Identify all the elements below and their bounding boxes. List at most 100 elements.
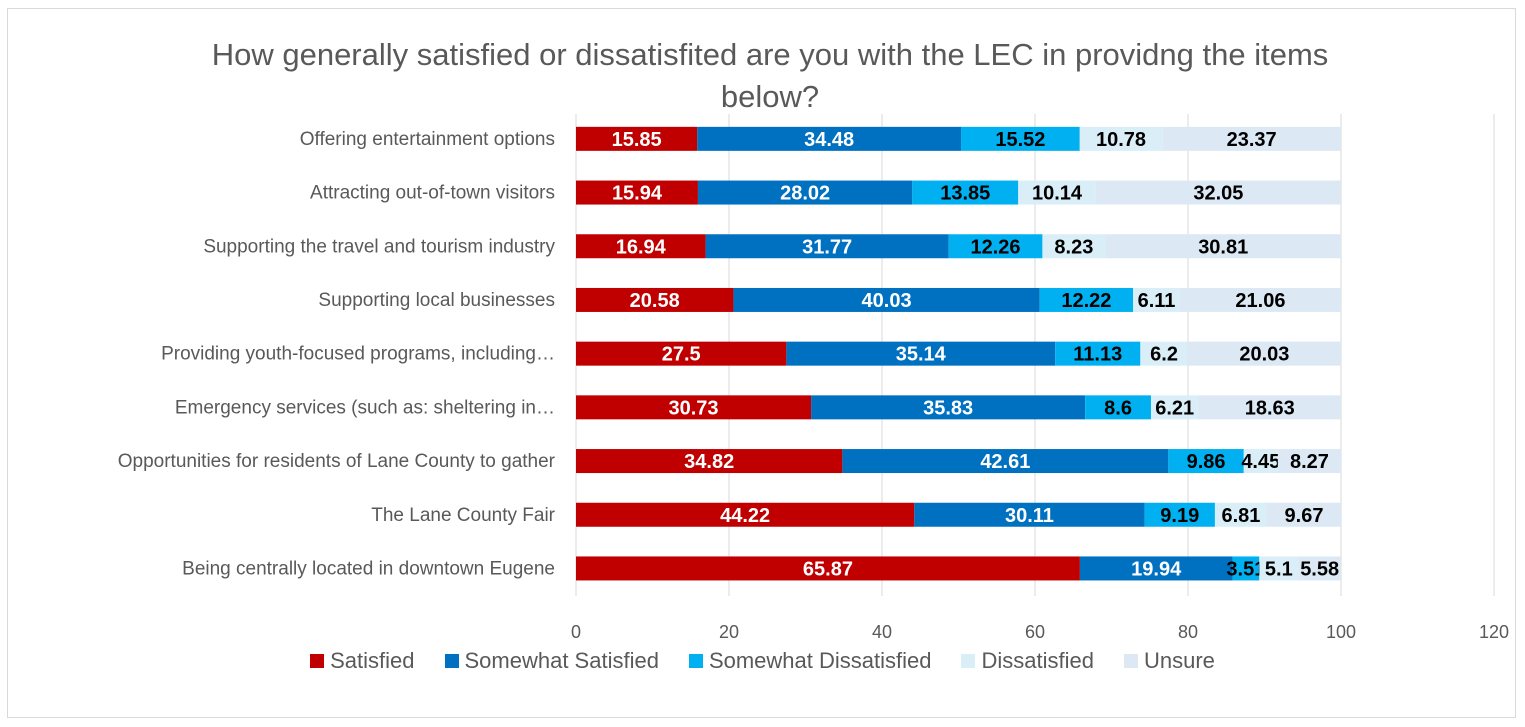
data-label: 19.94: [1131, 558, 1182, 580]
data-label: 9.67: [1285, 505, 1324, 527]
bar-segment: [576, 234, 706, 259]
legend-swatch: [961, 654, 976, 668]
data-label: 40.03: [862, 290, 912, 312]
category-label: Providing youth-focused programs, includ…: [161, 344, 555, 365]
data-label: 30.73: [669, 397, 719, 419]
x-tick-label: 80: [1178, 622, 1198, 642]
category-label: The Lane County Fair: [371, 505, 555, 526]
bar-segment: [786, 341, 1056, 366]
x-tick-label: 60: [1025, 622, 1045, 642]
chart-legend: Satisfied Somewhat Satisfied Somewhat Diss…: [0, 648, 1525, 674]
data-label: 4.45: [1241, 451, 1280, 473]
bar-segment: [1214, 502, 1268, 527]
bar-segment: [1133, 287, 1180, 312]
x-tick-label: 100: [1326, 622, 1356, 642]
bar-segment: [1095, 180, 1341, 205]
bar-segment: [576, 556, 1080, 581]
legend-item: Unsure: [1123, 648, 1215, 674]
category-label: Supporting local businesses: [318, 290, 555, 311]
bar-segment: [1277, 449, 1342, 474]
bar-segment: [1039, 287, 1134, 312]
category-label: Offering entertainment options: [300, 129, 555, 150]
category-label: Supporting the travel and tourism indust…: [203, 236, 555, 257]
legend-label: Satisfied: [330, 648, 415, 673]
data-label: 3.51: [1226, 558, 1265, 580]
data-label: 34.48: [804, 129, 854, 151]
bar-segment: [842, 449, 1169, 474]
bar-segment: [576, 180, 698, 205]
data-label: 13.85: [940, 183, 990, 205]
bar-segment: [576, 502, 915, 527]
category-label: Emergency services (such as: sheltering …: [175, 397, 555, 418]
bar-segment: [1298, 556, 1341, 581]
data-label: 10.14: [1032, 183, 1083, 205]
legend-swatch: [310, 654, 325, 668]
data-label: 18.63: [1245, 397, 1295, 419]
data-label: 9.86: [1187, 451, 1226, 473]
x-tick-label: 40: [872, 622, 892, 642]
data-label: 5.1: [1265, 558, 1293, 580]
bar-segment: [811, 395, 1086, 420]
legend-swatch: [688, 654, 703, 668]
data-label: 28.02: [780, 183, 830, 205]
data-label: 23.37: [1227, 129, 1277, 151]
bar-segment: [1179, 287, 1341, 312]
data-label: 5.58: [1300, 558, 1339, 580]
bar-segment: [697, 180, 913, 205]
bar-segment: [576, 287, 734, 312]
data-label: 16.94: [616, 236, 667, 258]
legend-item: Satisfied: [310, 648, 415, 674]
data-label: 44.22: [720, 505, 770, 527]
bar-segment: [1018, 180, 1096, 205]
bar-segment: [576, 395, 812, 420]
bar-segment: [1079, 556, 1233, 581]
bar-segment: [1150, 395, 1199, 420]
x-tick-label: 120: [1479, 622, 1509, 642]
chart-title: How generally satisfied or dissatisfited…: [211, 37, 1329, 114]
data-label: 34.82: [684, 451, 734, 473]
legend-swatch: [1123, 654, 1138, 668]
legend-item: Somewhat Dissatisfied: [688, 648, 932, 674]
data-label: 8.23: [1054, 236, 1093, 258]
data-label: 11.13: [1073, 344, 1122, 366]
data-label: 35.83: [923, 397, 973, 419]
legend-item: Somewhat Satisfied: [444, 648, 659, 674]
bar-segment: [961, 126, 1080, 151]
legend-swatch: [444, 654, 459, 668]
legend-label: Somewhat Satisfied: [464, 648, 659, 673]
bar-segment: [1168, 449, 1244, 474]
category-label: Opportunities for residents of Lane Coun…: [118, 451, 556, 472]
x-tick-label: 0: [571, 622, 581, 642]
bar-segment: [1162, 126, 1341, 151]
data-label: 12.22: [1061, 290, 1111, 312]
bar-segment: [1259, 556, 1299, 581]
data-label: 6.21: [1155, 397, 1194, 419]
data-label: 8.27: [1290, 451, 1329, 473]
legend-label: Unsure: [1143, 648, 1215, 673]
bar-segment: [914, 502, 1145, 527]
bar-segment: [1055, 341, 1141, 366]
data-label: 6.11: [1138, 290, 1176, 312]
x-tick-label: 20: [719, 622, 739, 642]
data-label: 42.61: [980, 451, 1030, 473]
data-label: 21.06: [1235, 290, 1285, 312]
bar-segment: [912, 180, 1019, 205]
bar-segment: [1105, 234, 1342, 259]
data-label: 20.03: [1239, 344, 1289, 366]
data-label: 30.81: [1198, 236, 1248, 258]
category-label: Attracting out-of-town visitors: [310, 183, 555, 204]
legend-label: Dissatisfied: [981, 648, 1094, 673]
data-label: 15.52: [995, 129, 1045, 151]
data-label: 27.5: [662, 344, 701, 366]
bar-segment: [705, 234, 949, 259]
bar-segment: [948, 234, 1043, 259]
bar-segment: [1079, 126, 1163, 151]
data-label: 65.87: [803, 558, 853, 580]
data-label: 30.11: [1005, 505, 1054, 527]
data-label: 9.19: [1160, 505, 1199, 527]
bar-segment: [1232, 556, 1260, 581]
data-label: 15.94: [612, 183, 663, 205]
bar-segment: [1198, 395, 1341, 420]
legend-label: Somewhat Dissatisfied: [708, 648, 932, 673]
